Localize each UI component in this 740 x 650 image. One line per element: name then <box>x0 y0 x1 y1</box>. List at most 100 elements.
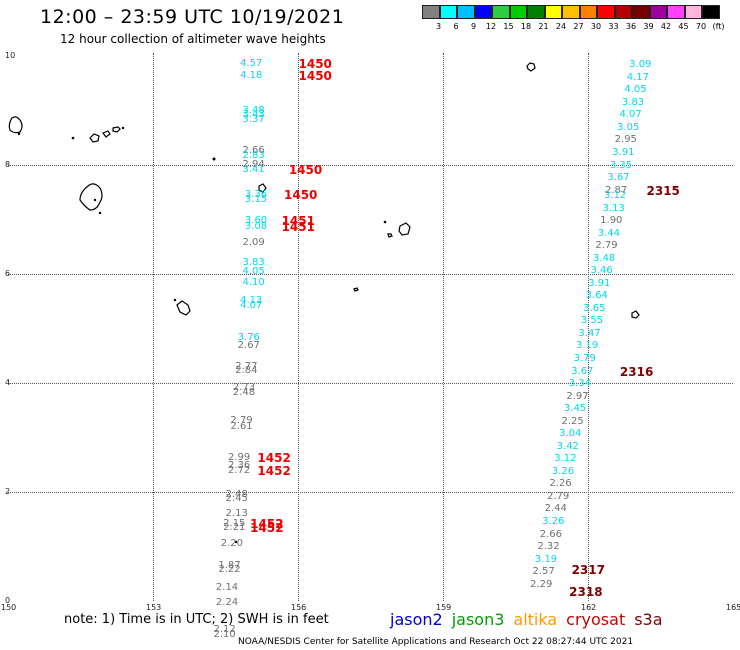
wave-height-value: 3.60 <box>244 214 268 226</box>
wave-height-value: 3.79 <box>573 353 596 365</box>
wave-height-value: 2.15 <box>223 517 246 529</box>
wave-height-value: 2.66 <box>242 145 265 157</box>
wave-height-value: 3.76 <box>237 332 260 344</box>
grid-line-horizontal <box>8 165 733 166</box>
color-swatch <box>684 5 702 19</box>
island-outline <box>112 126 121 133</box>
wave-height-value: 2.79 <box>230 415 253 427</box>
legend-item-jason2: jason2 <box>390 610 443 629</box>
wave-height-value: 3.19 <box>534 553 558 565</box>
x-tick-label: 162 <box>581 603 597 612</box>
wave-height-value: 3.83 <box>621 96 645 108</box>
wave-height-value: 2.36 <box>228 460 251 472</box>
pass-time-label: 1450 <box>298 69 332 84</box>
wave-height-value: 3.91 <box>612 147 635 158</box>
pass-time-label: 2316 <box>619 364 654 379</box>
wave-height-value: 2.32 <box>537 541 560 553</box>
color-scale-label: 12 <box>485 22 497 31</box>
x-tick-label: 153 <box>146 603 162 612</box>
color-scale-label: 42 <box>660 22 672 31</box>
y-tick-label: 2 <box>5 487 11 496</box>
wave-height-value: 2.10 <box>213 628 236 640</box>
color-swatch <box>632 5 650 19</box>
y-tick-label: 8 <box>5 160 11 169</box>
wave-height-value: 3.15 <box>244 193 268 205</box>
wave-height-value: 3.13 <box>602 202 625 214</box>
color-scale-bar <box>422 5 720 19</box>
wave-height-value: 3.37 <box>242 113 265 125</box>
wave-height-value: 4.18 <box>240 70 263 82</box>
color-swatch <box>509 5 527 19</box>
color-swatch <box>439 5 457 19</box>
wave-height-value: 3.12 <box>604 190 627 202</box>
wave-height-value: 2.48 <box>232 386 256 398</box>
wave-height-value: 2.12 <box>213 624 236 636</box>
wave-height-value: 3.42 <box>556 440 579 452</box>
wave-height-value: 2.48 <box>225 488 248 500</box>
color-scale-label: 6 <box>453 22 459 31</box>
grid-line-horizontal <box>8 274 733 275</box>
x-tick-label: 165 <box>726 603 740 612</box>
color-swatch <box>667 5 685 19</box>
wave-height-value: 3.91 <box>588 277 611 289</box>
grid-line-horizontal <box>8 492 733 493</box>
wave-height-value: 2.44 <box>544 503 567 515</box>
wave-height-value: 2.95 <box>614 134 637 146</box>
wave-height-value: 3.67 <box>571 365 594 377</box>
legend-item-jason3: jason3 <box>451 610 505 629</box>
wave-height-value: 3.35 <box>609 159 633 171</box>
island-outline <box>526 62 536 72</box>
x-tick-label: 159 <box>436 603 452 612</box>
wave-height-value: 3.48 <box>242 104 265 116</box>
wave-height-value: 4.57 <box>240 57 263 69</box>
map-title: 12:00 – 23:59 UTC 10/19/2021 <box>40 6 345 28</box>
wave-height-value: 2.13 <box>225 507 248 519</box>
pass-time-label: 1451 <box>281 213 315 228</box>
wave-height-value: 2.79 <box>547 490 570 502</box>
wave-height-value: 3.43 <box>242 108 265 120</box>
wave-height-value: 3.04 <box>559 428 582 440</box>
color-swatch <box>614 5 632 19</box>
color-scale-label: 3 <box>435 22 442 31</box>
wave-height-value: 2.57 <box>532 566 555 578</box>
color-swatch <box>492 5 510 19</box>
wave-height-value: 2.83 <box>242 149 265 161</box>
wave-height-value: 2.45 <box>225 493 248 505</box>
island-outline <box>258 183 267 193</box>
pass-time-label: 1452 <box>257 464 291 479</box>
color-scale-label: 21 <box>538 22 549 31</box>
wave-height-value: 2.21 <box>223 521 246 533</box>
color-scale-label: 36 <box>625 22 637 31</box>
wave-height-value: 3.26 <box>551 465 575 477</box>
wave-height-value: 3.67 <box>607 172 630 184</box>
wave-height-value: 3.48 <box>592 252 616 264</box>
legend-item-altika: altika <box>513 610 558 629</box>
pass-time-label: 2318 <box>569 584 603 599</box>
wave-height-value: 2.67 <box>237 340 260 352</box>
wave-height-value: 3.65 <box>583 302 606 314</box>
y-tick-label: 10 <box>5 51 16 60</box>
color-scale-label: (ft) <box>712 22 725 31</box>
wave-height-value: 2.14 <box>215 581 239 593</box>
pass-time-label: 1450 <box>298 56 332 71</box>
pass-time-label: 2315 <box>646 183 680 198</box>
pass-time-label: 1451 <box>281 220 315 235</box>
color-swatch <box>457 5 475 19</box>
pass-time-label: 1450 <box>284 187 318 202</box>
island-outline <box>8 116 23 134</box>
x-tick-label: 156 <box>291 603 307 612</box>
island-outline <box>398 222 411 236</box>
wave-height-value: 3.46 <box>590 265 613 277</box>
wave-height-value: 2.20 <box>220 538 244 550</box>
wave-height-value: 2.94 <box>242 159 265 170</box>
wave-height-value: 3.12 <box>554 453 577 465</box>
island-outline <box>353 287 359 292</box>
island-outline <box>176 300 191 316</box>
wave-height-value: 4.07 <box>619 109 642 121</box>
island-outline <box>102 130 111 138</box>
satellite-legend: jason2 jason3 altika cryosat s3a <box>390 610 672 629</box>
wave-height-value: 2.73 <box>232 382 256 394</box>
x-tick-label: 150 <box>1 603 17 612</box>
